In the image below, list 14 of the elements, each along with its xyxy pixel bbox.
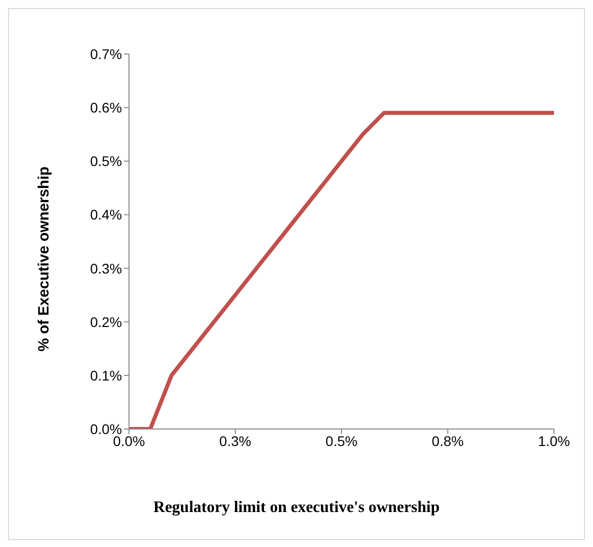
y-tick-label: 0.2% bbox=[90, 314, 122, 330]
y-tick-label: 0.1% bbox=[90, 367, 122, 384]
y-axis-title: % of Executive ownership bbox=[36, 166, 52, 352]
x-axis-title: Regulatory limit on executive's ownership bbox=[152, 499, 441, 517]
y-tick-label: 0.3% bbox=[90, 260, 122, 276]
x-tick-label: 0.8% bbox=[432, 432, 464, 449]
x-tick-label: 1.0% bbox=[538, 432, 570, 449]
y-tick-label: 0.5% bbox=[90, 153, 122, 170]
y-tick-label: 0.4% bbox=[90, 206, 122, 223]
x-tick-label: 0.3% bbox=[219, 432, 252, 449]
y-tick-label: 0.6% bbox=[90, 100, 122, 116]
x-tick-label: 0.5% bbox=[326, 432, 358, 449]
y-tick-label: 0.7% bbox=[90, 46, 122, 62]
y-tick-label: 0.0% bbox=[90, 420, 122, 437]
